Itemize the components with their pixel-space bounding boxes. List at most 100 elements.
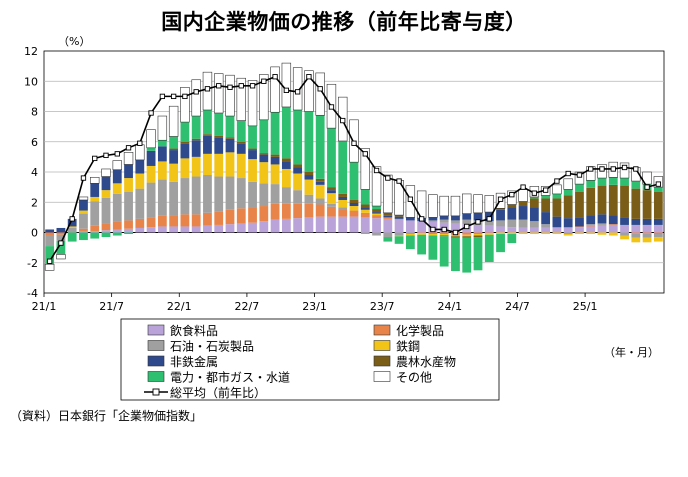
bar-segment bbox=[45, 246, 55, 265]
bar-segment bbox=[248, 181, 257, 208]
bar-segment bbox=[191, 226, 201, 233]
bar-segment bbox=[586, 215, 596, 225]
legend-label: 総平均（前年比） bbox=[170, 385, 266, 400]
bar-segment bbox=[247, 80, 258, 127]
total-line-point bbox=[170, 93, 177, 100]
bar-segment bbox=[451, 223, 460, 233]
bar-segment bbox=[541, 195, 551, 199]
bar-segment bbox=[518, 227, 528, 228]
bar-segment bbox=[642, 237, 652, 243]
legend-label: 農林水産物 bbox=[396, 354, 456, 369]
bar-segment bbox=[575, 191, 584, 218]
bar-segment bbox=[518, 227, 528, 233]
bar-segment bbox=[259, 119, 269, 154]
bar-segment bbox=[101, 168, 111, 177]
bar-segment bbox=[372, 212, 381, 214]
bar-segment bbox=[473, 212, 483, 221]
bar-segment bbox=[417, 233, 427, 235]
bar-segment bbox=[439, 232, 449, 235]
bar-segment bbox=[225, 224, 235, 233]
bar-segment bbox=[529, 227, 539, 233]
bar-segment bbox=[270, 154, 280, 157]
total-line-point bbox=[114, 151, 120, 157]
legend-label: 石油・石炭製品 bbox=[170, 340, 254, 354]
bar-segment bbox=[56, 240, 66, 255]
total-line-point bbox=[362, 151, 368, 157]
total-line-point bbox=[306, 74, 312, 80]
bar-segment bbox=[146, 165, 156, 183]
bar-segment bbox=[315, 181, 325, 185]
total-line-point bbox=[486, 216, 492, 222]
bar-segment bbox=[631, 232, 641, 234]
total-line-point bbox=[452, 229, 459, 236]
bar-segment bbox=[338, 193, 348, 197]
bars bbox=[44, 62, 664, 273]
bar-segment bbox=[371, 166, 382, 207]
bar-segment bbox=[315, 178, 325, 182]
total-line-point bbox=[542, 187, 549, 193]
total-line-point bbox=[497, 196, 504, 202]
bar-segment bbox=[157, 115, 168, 141]
bar-segment bbox=[394, 215, 404, 217]
bar-segment bbox=[157, 161, 167, 180]
bar-segment bbox=[191, 116, 201, 139]
bar-segment bbox=[304, 175, 314, 180]
y-tick-label: 8 bbox=[31, 106, 38, 119]
chart-title: 国内企業物価の推移（前年比寄与度） bbox=[161, 10, 527, 34]
bar-segment bbox=[405, 235, 415, 250]
bar-segment bbox=[270, 164, 280, 185]
bar-segment bbox=[631, 237, 641, 243]
bar-segment bbox=[608, 215, 618, 225]
bar-segment bbox=[496, 232, 505, 235]
bar-segment bbox=[304, 172, 314, 176]
bar-segment bbox=[563, 227, 573, 233]
bar-segment bbox=[541, 212, 551, 225]
bar-segment bbox=[507, 207, 517, 220]
total-line-point bbox=[92, 155, 98, 162]
bar-segment bbox=[451, 236, 460, 238]
bar-segment bbox=[451, 237, 460, 272]
bar-segment bbox=[327, 216, 336, 233]
bar-segment bbox=[101, 176, 111, 191]
bar-segment bbox=[281, 158, 291, 162]
bar-segment bbox=[597, 214, 607, 224]
bar-segment bbox=[191, 138, 201, 141]
bar-segment bbox=[372, 232, 381, 236]
bar-segment bbox=[135, 218, 145, 228]
x-tick-label: 23/1 bbox=[302, 300, 327, 313]
bar-segment bbox=[608, 184, 618, 216]
bar-segment bbox=[518, 201, 528, 207]
bar-segment bbox=[372, 209, 381, 213]
bar-segment bbox=[79, 199, 88, 211]
total-line-point bbox=[621, 164, 628, 171]
bar-segment bbox=[236, 178, 246, 209]
bar-segment bbox=[135, 227, 145, 233]
bar-segment bbox=[642, 232, 652, 234]
bar-segment bbox=[281, 218, 291, 233]
bar-segment bbox=[496, 234, 505, 253]
bar-segment bbox=[451, 220, 460, 224]
x-tick-label: 22/7 bbox=[235, 300, 260, 313]
bar-segment bbox=[135, 144, 145, 161]
bar-segment bbox=[338, 216, 348, 233]
bar-segment bbox=[225, 74, 235, 117]
bar-segment bbox=[203, 135, 212, 154]
bar-segment bbox=[484, 195, 494, 213]
bar-segment bbox=[642, 171, 652, 185]
total-line-point bbox=[317, 86, 323, 92]
x-axis-unit-label: （年・月） bbox=[604, 346, 659, 359]
bar-segment bbox=[439, 219, 449, 223]
bar-segment bbox=[191, 156, 201, 177]
bar-segment bbox=[101, 230, 111, 233]
bar-segment bbox=[349, 203, 359, 207]
bar-segment bbox=[124, 164, 133, 179]
bar-segment bbox=[292, 67, 303, 111]
total-line-point bbox=[655, 181, 662, 187]
bar-segment bbox=[372, 213, 381, 216]
bar-segment bbox=[304, 217, 314, 233]
bar-segment bbox=[450, 195, 461, 217]
bar-segment bbox=[124, 220, 133, 229]
total-line-point bbox=[565, 170, 571, 177]
bar-segment bbox=[586, 187, 596, 216]
bar-segment bbox=[281, 106, 291, 159]
